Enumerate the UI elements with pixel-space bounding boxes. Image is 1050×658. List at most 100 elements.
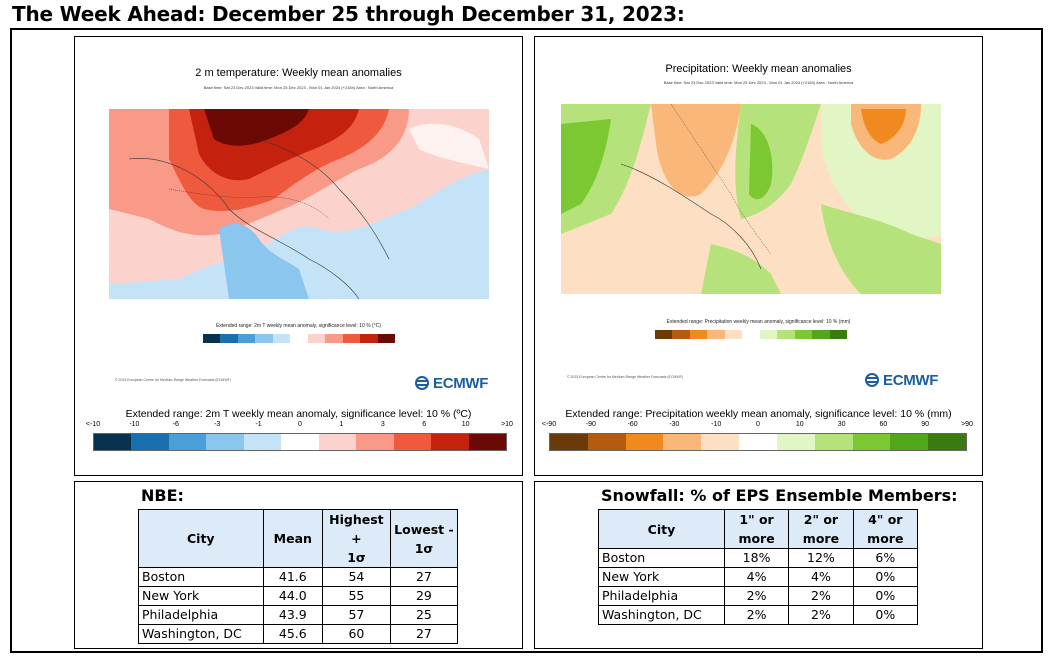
precipitation-tick-label: -60 xyxy=(627,421,638,428)
nbe-panel: NBE: City Mean Highest +1σ Lowest -1σ Bo… xyxy=(74,481,523,649)
nbe-lowest-cell: 29 xyxy=(389,586,459,606)
precipitation-tick-label: 30 xyxy=(837,421,846,428)
nbe-lowest-cell: 27 xyxy=(389,567,459,587)
temperature-colorbar-segment xyxy=(243,434,282,450)
temperature-colorbar-segment xyxy=(468,434,506,450)
precipitation-tick-label: >90 xyxy=(961,421,973,428)
nbe-title: NBE: xyxy=(141,486,184,505)
nbe-city-cell: Boston xyxy=(138,567,264,587)
table-row: Philadelphia 43.9 57 25 xyxy=(138,605,459,625)
nbe-table: City Mean Highest +1σ Lowest -1σ Boston … xyxy=(138,509,459,644)
nbe-lowest-cell: 25 xyxy=(389,605,459,625)
snowfall-2in-cell: 4% xyxy=(788,567,854,587)
precipitation-map-title: Precipitation: Weekly mean anomalies xyxy=(665,63,852,75)
nbe-mean-cell: 41.6 xyxy=(262,567,324,587)
snowfall-header-4in: 4" or more xyxy=(852,509,919,549)
precipitation-tick-label: 10 xyxy=(795,421,804,428)
temperature-colorbar-segment xyxy=(168,434,207,450)
temperature-colorbar-segment xyxy=(393,434,432,450)
snowfall-city-cell: Philadelphia xyxy=(598,586,725,606)
precipitation-small-caption: Extended range: Precipitation weekly mea… xyxy=(666,319,851,325)
temperature-colorbar-segment xyxy=(281,434,319,450)
snowfall-4in-cell: 0% xyxy=(852,586,919,606)
temperature-map-subtitle: Base time: Sat 23 Dec 2023 Valid time: M… xyxy=(203,85,394,90)
temperature-tick-label: -10 xyxy=(129,421,140,428)
precipitation-tick-label: 0 xyxy=(756,421,760,428)
precipitation-tick-label: <-90 xyxy=(541,421,557,428)
temperature-tick-label: -1 xyxy=(255,421,262,428)
ecmwf-logo-icon xyxy=(415,376,429,390)
temperature-colorbar-segment xyxy=(206,434,244,450)
temperature-tick-label: <-10 xyxy=(85,421,101,428)
snowfall-header-1in: 1" or more xyxy=(723,509,790,549)
temperature-logo-text: ECMWF xyxy=(433,375,489,392)
temperature-legal-text: © 2023 European Centre for Medium-Range … xyxy=(115,378,231,382)
table-row: New York 44.0 55 29 xyxy=(138,586,459,606)
snowfall-city-cell: Washington, DC xyxy=(598,605,725,625)
precipitation-colorbar-segment xyxy=(890,434,929,450)
snowfall-1in-cell: 4% xyxy=(723,567,790,587)
nbe-header-row: City Mean Highest +1σ Lowest -1σ xyxy=(138,509,459,568)
precipitation-colorbar-segment xyxy=(776,434,815,450)
precipitation-tick-label: -10 xyxy=(711,421,722,428)
precipitation-colorbar-segment xyxy=(814,434,853,450)
precipitation-legal-text: © 2023 European Centre for Medium-Range … xyxy=(567,375,683,379)
ecmwf-logo-icon xyxy=(865,373,879,387)
temperature-ecmwf-logo: ECMWF xyxy=(413,375,488,392)
precipitation-colorbar-segment xyxy=(928,434,966,450)
precipitation-tick-label: 90 xyxy=(921,421,930,428)
precipitation-logo-text: ECMWF xyxy=(883,372,939,389)
snowfall-panel: Snowfall: % of EPS Ensemble Members: Cit… xyxy=(534,481,983,649)
snowfall-1in-cell: 2% xyxy=(723,605,790,625)
temperature-tick-label: 10 xyxy=(461,421,470,428)
snowfall-4in-cell: 0% xyxy=(852,567,919,587)
precipitation-colorbar-segment xyxy=(739,434,777,450)
precipitation-colorbar-segment xyxy=(550,434,588,450)
snowfall-header-row: City 1" or more 2" or more 4" or more xyxy=(598,509,919,549)
precipitation-anomaly-map xyxy=(561,104,941,294)
snowfall-1in-cell: 18% xyxy=(723,548,790,568)
table-row: Washington, DC 2% 2% 0% xyxy=(598,605,919,625)
precipitation-map-subtitle: Base time: Sat 23 Dec 2023 Valid time: M… xyxy=(663,80,854,85)
temperature-small-caption: Extended range: 2m T weekly mean anomaly… xyxy=(216,323,381,329)
precipitation-colorbar-segment xyxy=(625,434,664,450)
snowfall-header-city: City xyxy=(598,509,725,549)
temperature-anomaly-map xyxy=(109,109,489,299)
table-row: Boston 41.6 54 27 xyxy=(138,567,459,587)
nbe-highest-cell: 57 xyxy=(322,605,391,625)
nbe-highest-cell: 60 xyxy=(322,624,391,644)
table-row: New York 4% 4% 0% xyxy=(598,567,919,587)
nbe-header-city: City xyxy=(138,509,264,568)
snowfall-title: Snowfall: % of EPS Ensemble Members: xyxy=(601,486,958,505)
table-row: Boston 18% 12% 6% xyxy=(598,548,919,568)
temperature-map-title: 2 m temperature: Weekly mean anomalies xyxy=(195,67,402,79)
snowfall-4in-cell: 0% xyxy=(852,605,919,625)
temperature-tick-label: 1 xyxy=(339,421,344,428)
page-title: The Week Ahead: December 25 through Dece… xyxy=(12,2,685,26)
table-row: Philadelphia 2% 2% 0% xyxy=(598,586,919,606)
temperature-colorbar-segment xyxy=(131,434,169,450)
snowfall-2in-cell: 2% xyxy=(788,586,854,606)
precipitation-colorbar xyxy=(549,433,967,451)
nbe-highest-cell: 54 xyxy=(322,567,391,587)
nbe-city-cell: New York xyxy=(138,586,264,606)
temperature-tick-label: 3 xyxy=(380,421,385,428)
precipitation-ecmwf-logo: ECMWF xyxy=(863,372,938,389)
snowfall-1in-cell: 2% xyxy=(723,586,790,606)
precipitation-tick-label: -30 xyxy=(669,421,680,428)
temperature-tick-label: 6 xyxy=(422,421,427,428)
content-frame xyxy=(10,28,1043,653)
temperature-tick-label: -6 xyxy=(172,421,179,428)
temperature-colorbar-segment xyxy=(356,434,394,450)
table-row: Washington, DC 45.6 60 27 xyxy=(138,624,459,644)
nbe-mean-cell: 45.6 xyxy=(262,624,324,644)
precipitation-extended-label: Extended range: Precipitation weekly mea… xyxy=(565,408,952,420)
snowfall-4in-cell: 6% xyxy=(852,548,919,568)
temperature-map-panel: 2 m temperature: Weekly mean anomalies B… xyxy=(74,36,523,476)
snowfall-2in-cell: 12% xyxy=(788,548,854,568)
nbe-city-cell: Philadelphia xyxy=(138,605,264,625)
precipitation-colorbar-segment xyxy=(587,434,626,450)
temperature-mini-colorbar xyxy=(203,334,395,343)
nbe-mean-cell: 44.0 xyxy=(262,586,324,606)
snowfall-header-2in: 2" or more xyxy=(788,509,854,549)
